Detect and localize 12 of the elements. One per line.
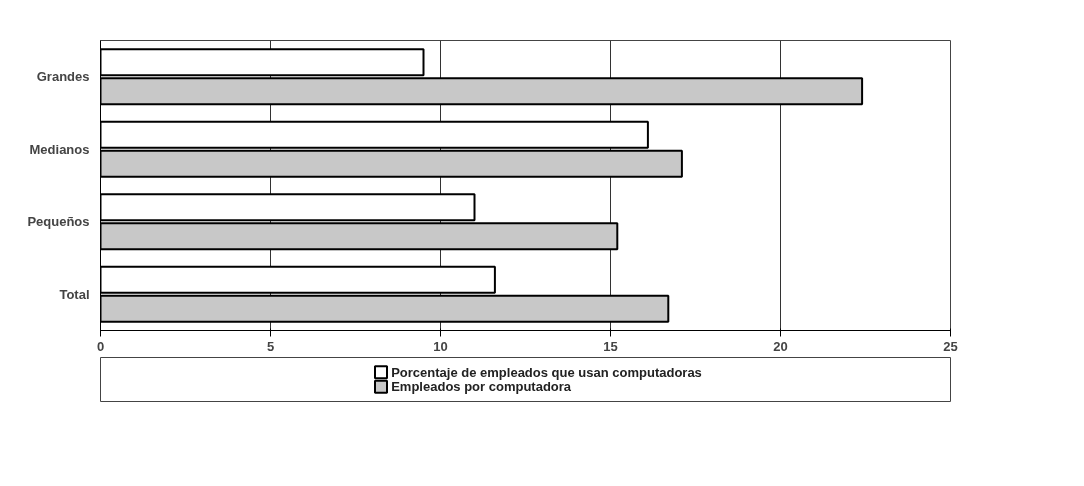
x-tick-label: 10 (433, 338, 448, 354)
x-tick-label: 25 (943, 338, 958, 354)
y-tick-label: Total (59, 286, 90, 302)
x-tick-label: 20 (773, 338, 788, 354)
y-tick-label: Grandes (36, 69, 90, 85)
y-tick-label: Pequeños (27, 214, 90, 230)
legend-label: Porcentaje de empleados que usan computadoras (391, 364, 702, 380)
x-tick-label: 15 (603, 338, 618, 354)
y-tick-label: Medianos (29, 141, 90, 157)
legend-label: Empleados por computadora (391, 379, 572, 395)
x-tick-label: 0 (96, 338, 105, 354)
x-tick-label: 5 (266, 338, 275, 354)
